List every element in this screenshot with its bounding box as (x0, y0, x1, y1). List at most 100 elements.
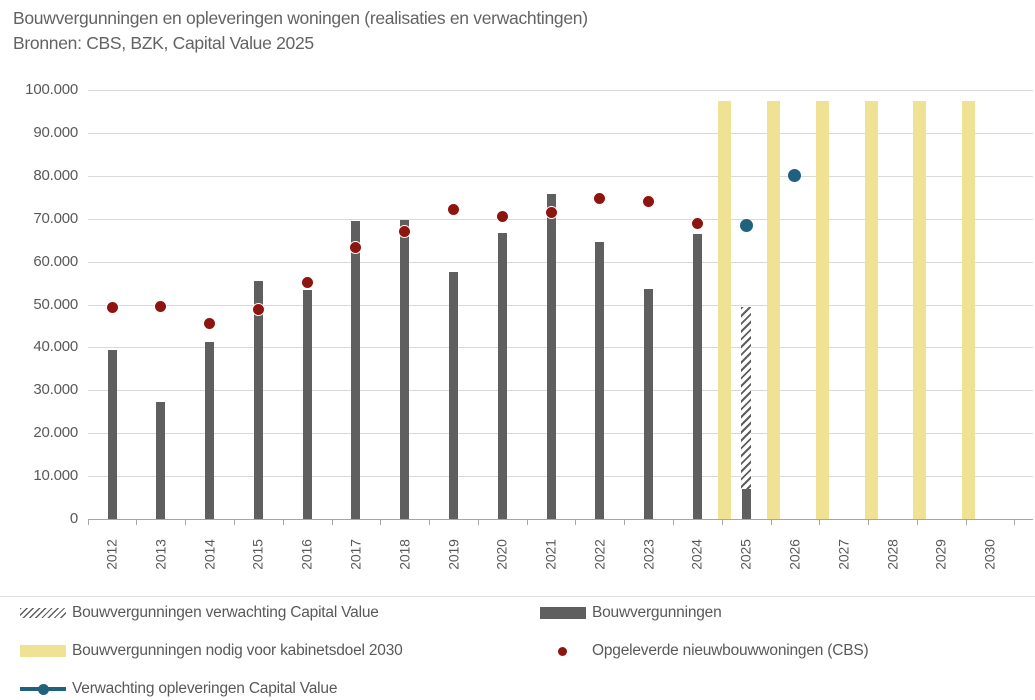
bar-bouwvergunningen-2018 (400, 219, 410, 519)
bar-bouwvergunningen-2013 (156, 401, 166, 519)
bar-bouwvergunningen-2022 (595, 241, 605, 519)
point-opgeleverd-cbs-2012 (105, 301, 119, 314)
x-axis-label-2014: 2014 (201, 539, 218, 570)
point-opgeleverd-cbs-2022 (593, 192, 607, 205)
bar-bouwvergunningen-2012 (107, 350, 117, 519)
legend-item: Opgeleverde nieuwbouwwoningen (CBS) (540, 641, 869, 661)
x-axis-tick (721, 520, 723, 525)
gridline (88, 261, 1033, 263)
gridline (88, 433, 1033, 435)
x-axis-label-2027: 2027 (835, 539, 852, 570)
point-opgeleverd-cbs-2015 (251, 302, 265, 316)
gridline (88, 390, 1033, 392)
x-axis-label-2030: 2030 (981, 539, 998, 570)
y-axis-label: 100.000 (25, 81, 78, 98)
x-axis-label-2019: 2019 (445, 539, 461, 570)
x-axis-tick (624, 520, 626, 525)
x-axis-label-2017: 2017 (347, 539, 364, 570)
bar-bouwvergunningen-2014 (205, 341, 215, 519)
y-axis-label: 30.000 (33, 381, 78, 399)
x-axis-tick (819, 520, 821, 525)
point-opgeleverd-cbs-2013 (154, 300, 168, 314)
y-axis-label: 0 (69, 510, 78, 527)
bar-bouwvergunningen-2024 (692, 233, 702, 519)
legend-swatch-hatch (20, 603, 66, 623)
point-opgeleverd-cbs-2023 (642, 195, 656, 208)
gridline (88, 218, 1033, 220)
point-verwachting-capital-value-2025 (739, 218, 753, 232)
x-axis-label-2013: 2013 (152, 539, 169, 570)
bar-bouwvergunningen-2019 (449, 271, 458, 519)
legend-swatch-line-dot-blue (20, 679, 66, 699)
blue-dot-icon (37, 683, 49, 695)
x-axis-tick (575, 520, 577, 525)
bar-verwachting-capital-value-2025 (741, 306, 751, 489)
bar-kabinetsdoel-2027 (815, 100, 829, 519)
x-axis-tick (185, 520, 187, 525)
point-opgeleverd-cbs-2017 (349, 241, 363, 255)
x-axis-label-2016: 2016 (298, 539, 315, 570)
x-axis-tick (331, 520, 333, 525)
bar-bouwvergunningen-2023 (644, 288, 654, 519)
chart-title: Bouwvergunningen en opleveringen woninge… (13, 8, 588, 28)
bar-kabinetsdoel-2028 (864, 100, 878, 519)
y-axis-label: 20.000 (33, 424, 78, 442)
bar-kabinetsdoel-2029 (913, 100, 927, 519)
x-axis-tick (965, 520, 967, 525)
bar-bouwvergunningen-2020 (497, 233, 507, 519)
x-axis-tick (282, 520, 284, 525)
x-axis-label-2026: 2026 (786, 539, 803, 570)
x-axis-tick (868, 520, 870, 525)
x-axis-line (88, 519, 1033, 520)
x-axis-label-2024: 2024 (688, 539, 705, 570)
point-opgeleverd-cbs-2024 (690, 217, 704, 231)
gridline (88, 476, 1033, 478)
y-axis-label: 60.000 (33, 252, 78, 270)
x-axis-tick (380, 520, 382, 525)
gridline (88, 90, 1033, 91)
x-axis-label-2015: 2015 (249, 539, 266, 570)
x-axis-tick (87, 520, 89, 525)
bar-bouwvergunningen-2015 (253, 280, 263, 519)
gray-bar-icon (540, 607, 586, 619)
legend-item: Bouwvergunningen nodig voor kabinetsdoel… (20, 641, 403, 661)
yellow-bar-icon (20, 645, 66, 657)
gridline (88, 304, 1033, 306)
y-axis-label: 80.000 (33, 166, 78, 184)
y-axis-label: 90.000 (33, 123, 78, 141)
point-opgeleverd-cbs-2020 (495, 210, 509, 224)
x-axis-tick (1014, 520, 1016, 525)
y-axis-label: 50.000 (33, 295, 78, 313)
point-opgeleverd-cbs-2021 (544, 205, 558, 219)
legend-item: Bouwvergunningen verwachting Capital Val… (20, 603, 379, 623)
x-axis-label-2018: 2018 (396, 539, 413, 570)
legend-label: Verwachting opleveringen Capital Value (72, 680, 338, 697)
legend-label: Bouwvergunningen verwachting Capital Val… (72, 604, 379, 621)
legend-swatch-solid-yellow (20, 641, 66, 661)
x-axis-label-2029: 2029 (932, 539, 949, 570)
bar-bouwvergunningen-2021 (546, 193, 556, 519)
bar-kabinetsdoel-2030 (962, 100, 975, 519)
point-opgeleverd-cbs-2019 (447, 203, 460, 217)
bar-kabinetsdoel-2025 (718, 100, 732, 519)
x-axis-label-2022: 2022 (591, 539, 608, 570)
bar-bouwvergunningen-2025 (741, 489, 751, 519)
x-axis-tick (477, 520, 479, 525)
x-axis-label-2021: 2021 (542, 539, 559, 570)
x-axis-tick (526, 520, 528, 525)
x-axis-tick (429, 520, 431, 525)
x-axis-tick (673, 520, 674, 525)
legend-swatch-solid-gray (540, 603, 586, 623)
legend-divider (0, 596, 1035, 597)
chart-subtitle: Bronnen: CBS, BZK, Capital Value 2025 (13, 33, 314, 53)
x-axis-label-2025: 2025 (737, 539, 754, 570)
bar-bouwvergunningen-2016 (302, 289, 312, 519)
y-axis-label: 70.000 (33, 209, 78, 227)
legend-item: Verwachting opleveringen Capital Value (20, 679, 337, 699)
y-axis-label: 40.000 (33, 338, 78, 356)
legend-swatch-dot-red (540, 641, 586, 661)
x-axis-label-2012: 2012 (103, 539, 120, 570)
x-axis-tick (136, 520, 138, 525)
